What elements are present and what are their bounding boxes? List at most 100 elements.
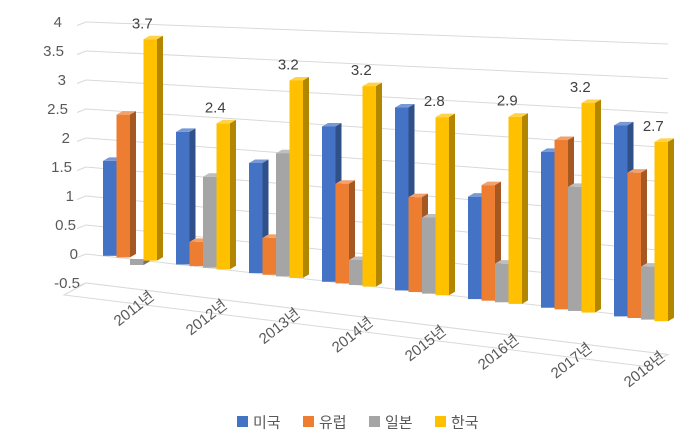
bar-front-face <box>627 172 641 318</box>
axis-tick-mark <box>76 137 87 142</box>
bar-front-face <box>654 141 668 322</box>
y-axis-tick-label: 1.5 <box>51 159 72 176</box>
bar-side-face <box>130 111 136 258</box>
bar-series3-cat3[interactable] <box>362 82 383 287</box>
bar-front-face <box>541 151 555 308</box>
bar-front-face <box>276 153 290 277</box>
bar-top-face <box>654 138 674 142</box>
bar-series1-cat0[interactable] <box>116 111 137 258</box>
bar-series3-cat1[interactable] <box>216 119 237 270</box>
bar-front-face <box>408 197 422 293</box>
axis-tick-mark <box>76 108 87 113</box>
y-axis-tick-label: 2.5 <box>47 101 68 118</box>
bar-front-face <box>289 80 303 278</box>
axis-tick-mark <box>76 224 87 229</box>
legend-item-series0[interactable]: 미국 <box>237 415 281 432</box>
bar-front-face <box>581 103 595 313</box>
legend-item-series2[interactable]: 일본 <box>369 415 413 432</box>
y-axis-tick-label: 0 <box>70 246 78 263</box>
bar-front-face <box>189 241 203 267</box>
bar-top-face <box>176 128 196 132</box>
bar-front-face <box>435 117 449 296</box>
legend-label: 한국 <box>451 415 479 432</box>
bar-front-face <box>130 259 144 265</box>
bar-series3-cat5[interactable] <box>508 113 529 304</box>
bar-top-face <box>322 122 342 127</box>
chart-floor <box>62 282 670 368</box>
y-axis-tick-label: -0.5 <box>54 275 80 292</box>
bar-side-face <box>157 35 163 261</box>
bar-series3-cat4[interactable] <box>435 113 456 296</box>
axis-tick-mark <box>76 166 87 171</box>
bar-front-face <box>143 39 157 261</box>
gridline <box>85 50 669 79</box>
bar-front-face <box>481 185 495 301</box>
bar-top-face <box>481 181 501 186</box>
bar-front-face <box>349 259 363 285</box>
bar-series0-cat1[interactable] <box>176 128 196 265</box>
data-label: 2.7 <box>643 118 664 135</box>
axis-tick-mark <box>76 50 87 55</box>
legend-item-series3[interactable]: 한국 <box>435 415 479 432</box>
legend-swatch <box>369 416 380 427</box>
bar-top-face <box>614 121 634 126</box>
bar-front-face <box>249 162 263 274</box>
y-axis-tick-label: 1 <box>66 188 74 205</box>
axis-tick-mark <box>76 253 87 258</box>
bar-top-face <box>335 180 355 184</box>
bar-series3-cat6[interactable] <box>581 99 602 313</box>
bar-top-face <box>408 193 428 198</box>
bar-front-face <box>395 107 409 291</box>
bar-top-face <box>508 113 528 117</box>
bar-series3-cat0[interactable] <box>143 35 164 261</box>
legend-swatch <box>435 416 446 427</box>
bar-front-face <box>508 116 522 304</box>
bar-side-face <box>595 99 601 313</box>
legend-item-series1[interactable]: 유럽 <box>303 415 347 432</box>
bar-front-face <box>568 186 582 311</box>
legend-swatch <box>237 416 248 427</box>
y-axis-tick-label: 3 <box>58 72 66 89</box>
legend-swatch <box>303 416 314 427</box>
bar-front-face <box>335 183 349 284</box>
bar-front-face <box>554 140 568 310</box>
bar-front-face <box>468 196 482 300</box>
legend-label: 미국 <box>253 415 281 432</box>
bar-top-face <box>289 76 309 81</box>
bar-side-face <box>303 76 309 278</box>
bar-side-face <box>668 138 674 322</box>
legend-label: 유럽 <box>319 415 347 432</box>
data-label: 2.4 <box>205 99 226 116</box>
bar-front-face <box>614 125 628 317</box>
legend: 미국 유럽 일본 한국 <box>237 415 479 432</box>
legend-label: 일본 <box>385 415 413 432</box>
bar-top-face <box>216 119 236 124</box>
bar-side-face <box>449 113 455 296</box>
bar-top-face <box>143 35 163 40</box>
bar-series3-cat7[interactable] <box>654 138 675 322</box>
bar-front-face <box>422 217 436 294</box>
data-label: 3.7 <box>132 15 153 32</box>
y-axis-tick-label: 0.5 <box>55 217 76 234</box>
bar-series3-cat2[interactable] <box>289 76 310 278</box>
data-label: 2.9 <box>497 93 518 110</box>
bar-top-face <box>362 82 382 87</box>
bar-top-face <box>249 159 269 163</box>
bar-front-face <box>103 160 117 256</box>
bar-front-face <box>641 266 655 320</box>
bar-front-face <box>362 86 376 287</box>
bar-front-face <box>203 176 217 268</box>
bar-top-face <box>395 104 415 108</box>
y-axis-tick-label: 3.5 <box>43 43 64 60</box>
bar-top-face <box>554 136 574 141</box>
data-label: 3.2 <box>570 79 591 96</box>
data-label: 2.8 <box>424 93 445 110</box>
bar-front-face <box>322 126 336 282</box>
bar-front-face <box>176 131 190 265</box>
bar-side-face <box>376 82 382 287</box>
bar-front-face <box>116 114 130 258</box>
bar-top-face <box>435 113 455 118</box>
bar-front-face <box>216 123 230 270</box>
bar-front-face <box>262 237 276 275</box>
